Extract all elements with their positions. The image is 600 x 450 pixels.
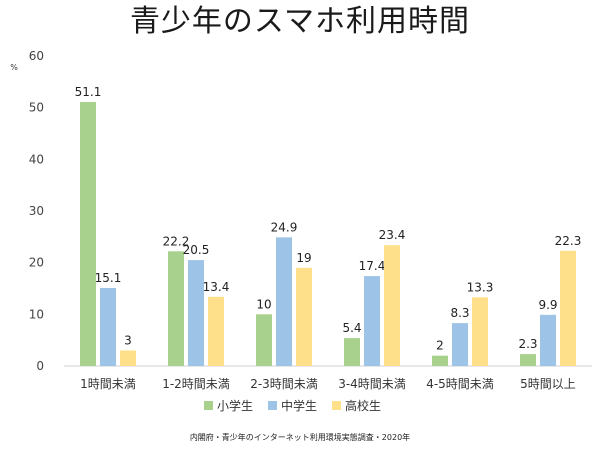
x-tick-label: 4-5時間未満 (426, 377, 494, 391)
bar (168, 251, 184, 366)
data-label: 2.3 (518, 337, 537, 351)
data-label: 3 (124, 334, 132, 348)
source-note: 内閣府・青少年のインターネット利用環境実態調査・2020年 (189, 433, 411, 442)
bar (188, 260, 204, 366)
bar (120, 350, 136, 366)
bar (100, 287, 116, 366)
bar (384, 245, 400, 366)
data-label: 9.9 (538, 298, 557, 312)
x-tick-label: 2-3時間未満 (250, 377, 318, 391)
x-tick-label: 1-2時間未満 (162, 377, 230, 391)
bar (472, 297, 488, 366)
y-tick-label: 10 (29, 307, 44, 321)
data-label: 10 (256, 297, 271, 311)
data-label: 19 (296, 251, 311, 265)
data-label: 51.1 (75, 85, 102, 99)
chart-title: 青少年のスマホ利用時間 (129, 4, 471, 39)
legend-label: 高校生 (345, 398, 381, 413)
data-label: 2 (436, 339, 444, 353)
legend-label: 小学生 (217, 398, 253, 413)
x-tick-label: 5時間以上 (520, 377, 576, 391)
bar (80, 101, 96, 366)
legend-swatch (204, 401, 213, 410)
y-tick-label: 0 (36, 359, 44, 373)
x-tick-label: 3-4時間未満 (338, 377, 406, 391)
data-label: 17.4 (359, 259, 386, 273)
x-tick-label: 1時間未満 (80, 377, 136, 391)
bar (560, 250, 576, 366)
y-axis-label: % (10, 63, 18, 72)
bar (432, 355, 448, 366)
bar (452, 323, 468, 366)
data-label: 22.2 (163, 234, 190, 248)
data-label: 5.4 (342, 321, 361, 335)
bar (540, 314, 556, 366)
data-label: 23.4 (379, 228, 406, 242)
y-tick-label: 40 (29, 152, 44, 166)
legend-label: 中学生 (281, 398, 317, 413)
data-label: 13.3 (467, 280, 494, 294)
data-label: 13.4 (203, 280, 230, 294)
y-tick-label: 60 (29, 49, 44, 63)
data-label: 22.3 (555, 234, 582, 248)
data-label: 20.5 (183, 243, 210, 257)
data-label: 24.9 (271, 220, 298, 234)
bar (256, 314, 272, 366)
data-label: 15.1 (95, 271, 122, 285)
data-label: 8.3 (450, 306, 469, 320)
bar (296, 267, 312, 366)
bar (208, 296, 224, 366)
bar (276, 237, 292, 366)
y-tick-label: 50 (29, 101, 44, 115)
legend-swatch (268, 401, 277, 410)
y-tick-label: 20 (29, 256, 44, 270)
bar (364, 276, 380, 366)
bar (520, 354, 536, 366)
bar (344, 338, 360, 366)
legend-swatch (332, 401, 341, 410)
y-tick-label: 30 (29, 204, 44, 218)
